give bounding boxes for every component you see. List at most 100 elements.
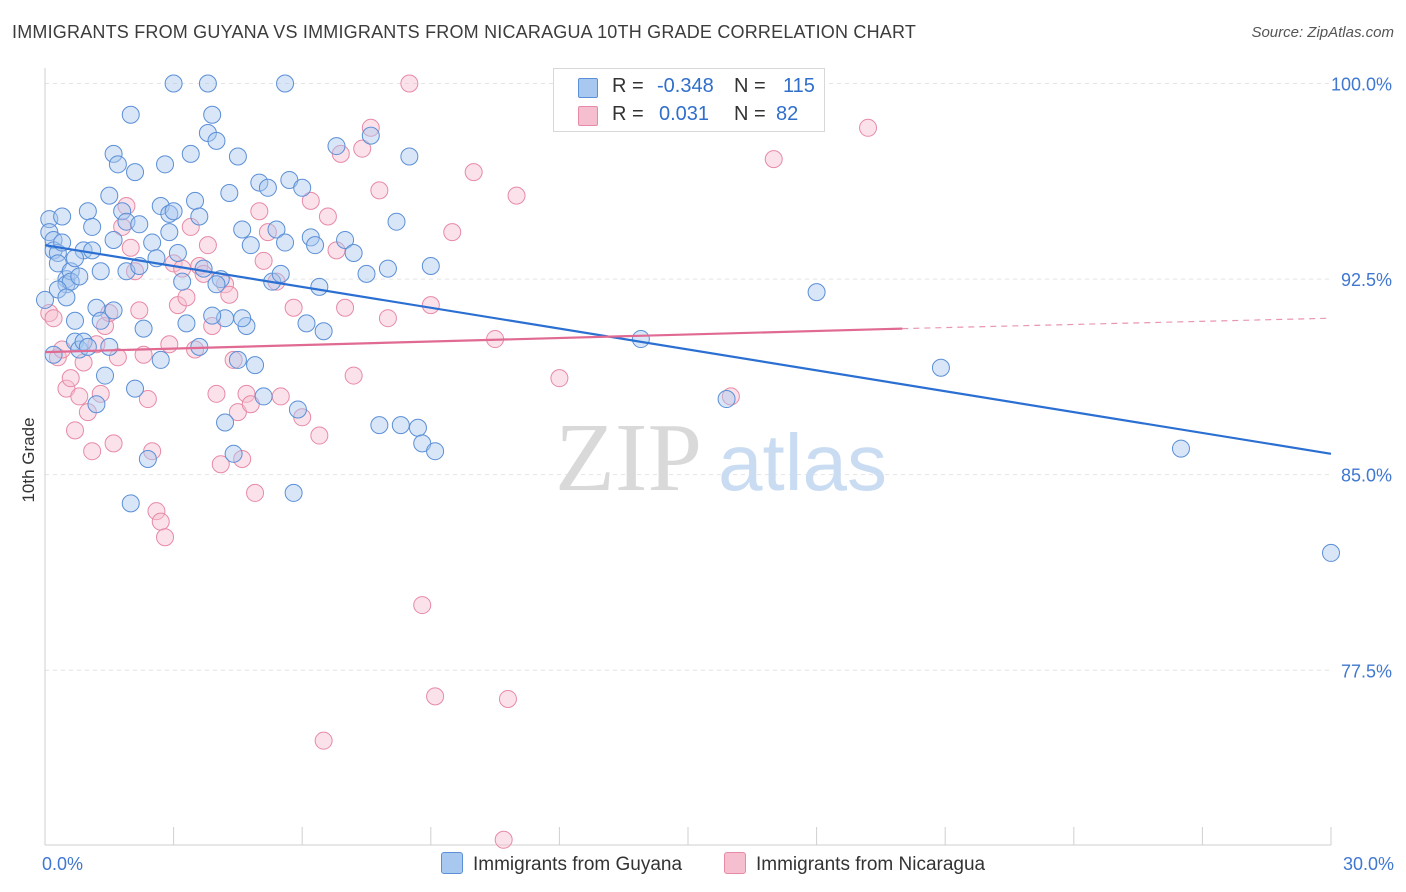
guyana-point	[391, 416, 410, 435]
guyana-point	[121, 494, 140, 513]
guyana-point	[78, 202, 97, 221]
nicaragua-point	[130, 301, 149, 320]
nicaragua-point	[147, 502, 166, 521]
nicaragua-point	[177, 288, 196, 307]
nicaragua-point	[443, 223, 462, 242]
guyana-point	[66, 249, 85, 268]
y-tick-label: 100.0%	[1331, 74, 1392, 94]
guyana-point	[717, 390, 736, 409]
x-tick-label: 0.0%	[42, 854, 83, 874]
guyana-point	[104, 301, 123, 320]
guyana-point	[44, 345, 63, 364]
guyana-point	[36, 290, 54, 309]
nicaragua-point	[318, 207, 337, 226]
n-value: 82	[776, 103, 799, 125]
guyana-point	[361, 126, 380, 145]
guyana-point	[357, 264, 376, 283]
nicaragua-point	[336, 298, 355, 317]
guyana-point	[378, 259, 397, 278]
guyana-point	[100, 337, 119, 356]
guyana-point	[177, 314, 196, 333]
nicaragua-point	[494, 830, 513, 849]
guyana-point	[104, 144, 123, 163]
guyana-point	[207, 275, 226, 294]
nicaragua-point	[220, 285, 239, 304]
guyana-point	[224, 444, 243, 463]
guyana-point	[228, 147, 247, 166]
nicaragua-trend-extension	[902, 317, 1332, 330]
y-tick-label: 77.5%	[1341, 661, 1392, 681]
legend-row-nicaragua: R = 0.031 N = 82	[554, 100, 824, 130]
guyana-point	[931, 358, 950, 377]
nicaragua-point	[507, 186, 526, 205]
r-label: R =	[612, 103, 644, 125]
guyana-point	[203, 105, 222, 124]
guyana-point	[370, 416, 389, 435]
guyana-point	[267, 220, 286, 239]
r-label: R =	[612, 75, 644, 97]
nicaragua-point	[138, 390, 157, 409]
guyana-trend-line	[44, 244, 1332, 455]
guyana-point	[121, 105, 140, 124]
guyana-point	[181, 144, 200, 163]
guyana-point	[297, 314, 316, 333]
guyana-point	[160, 223, 179, 242]
nicaragua-point	[353, 139, 372, 158]
guyana-point	[78, 337, 97, 356]
guyana-point	[216, 413, 235, 432]
nicaragua-point	[400, 74, 419, 93]
watermark: ZIP atlas	[555, 404, 887, 512]
stats-legend: R = -0.348 N = 115 R = 0.031 N = 82	[553, 68, 825, 132]
guyana-point	[126, 163, 145, 182]
guyana-point	[233, 309, 252, 328]
guyana-point	[130, 215, 149, 234]
nicaragua-point	[764, 150, 783, 169]
guyana-point	[96, 366, 115, 385]
guyana-point	[336, 230, 355, 249]
guyana-point	[220, 184, 239, 203]
guyana-point	[151, 350, 170, 369]
legend-row-guyana: R = -0.348 N = 115	[554, 72, 824, 102]
guyana-point	[53, 207, 72, 226]
guyana-point	[70, 267, 89, 286]
nicaragua-point	[314, 731, 333, 750]
guyana-point	[426, 442, 445, 461]
n-label: N =	[734, 75, 766, 97]
chart-source: Source: ZipAtlas.com	[1251, 24, 1394, 41]
x-tick-label: 30.0%	[1343, 854, 1394, 874]
nicaragua-legend-swatch	[724, 852, 746, 874]
nicaragua-point	[83, 442, 102, 461]
nicaragua-swatch	[578, 106, 598, 126]
nicaragua-point	[198, 236, 217, 255]
nicaragua-point	[233, 450, 252, 469]
guyana-point	[288, 400, 307, 419]
chart-title: IMMIGRANTS FROM GUYANA VS IMMIGRANTS FRO…	[12, 22, 917, 42]
guyana-point	[83, 217, 102, 236]
guyana-point	[113, 202, 132, 221]
nicaragua-point	[156, 528, 175, 547]
nicaragua-point	[498, 689, 517, 708]
guyana-point	[186, 191, 205, 210]
guyana-point	[57, 288, 76, 307]
y-tick-label: 85.0%	[1341, 466, 1392, 486]
n-label: N =	[734, 103, 766, 125]
guyana-point	[143, 233, 162, 252]
nicaragua-point	[151, 512, 170, 531]
guyana-point	[250, 173, 269, 192]
guyana-point	[194, 259, 213, 278]
r-value: 0.031	[659, 103, 710, 125]
guyana-point	[228, 350, 247, 369]
guyana-point	[198, 74, 217, 93]
guyana-point	[807, 283, 826, 302]
guyana-point	[203, 306, 222, 325]
guyana-point	[314, 322, 333, 341]
guyana-point	[164, 74, 183, 93]
guyana-point	[387, 212, 406, 231]
guyana-point	[87, 395, 106, 414]
guyana-point	[168, 243, 187, 262]
guyana-point	[134, 319, 153, 338]
guyana-point	[190, 207, 209, 226]
guyana-point	[246, 356, 265, 375]
nicaragua-point	[378, 309, 397, 328]
